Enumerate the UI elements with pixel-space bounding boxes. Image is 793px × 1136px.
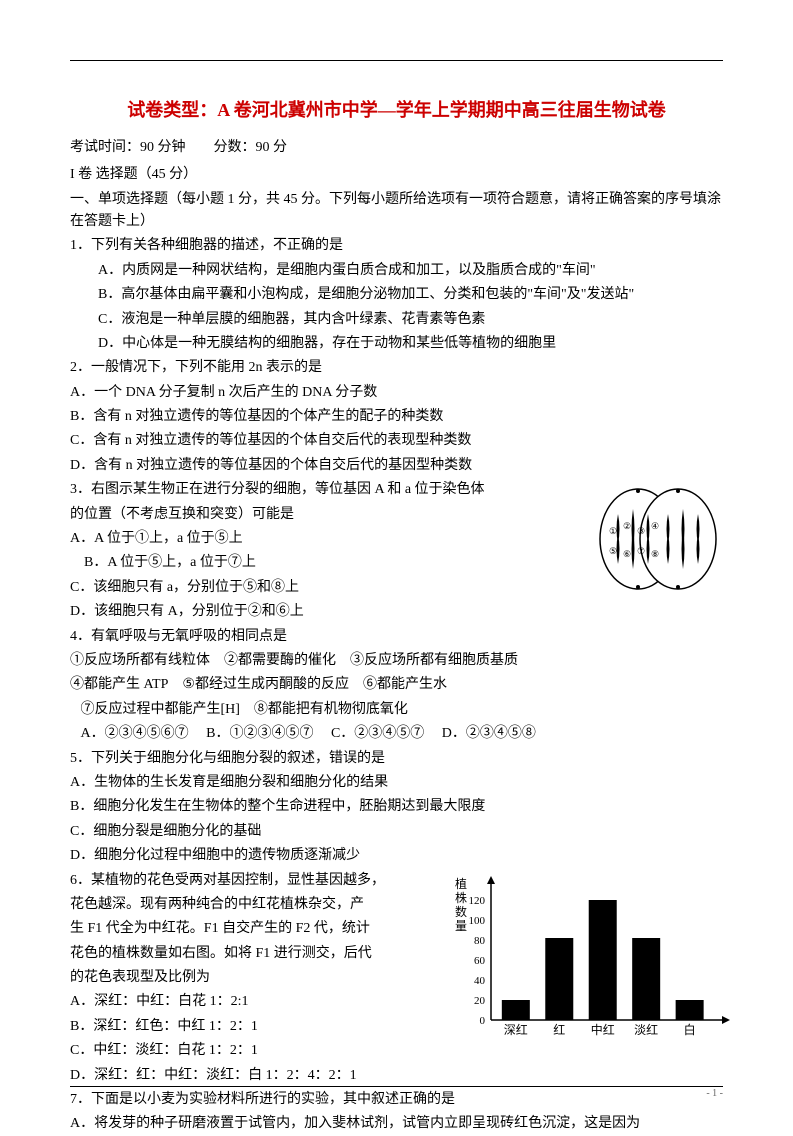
q4-line2: ④都能产生 ATP ⑤都经过生成丙酮酸的反应 ⑥都能产生水	[70, 674, 723, 696]
q3-option-c: C．该细胞只有 a，分别位于⑤和⑧上	[70, 577, 583, 599]
exam-info: 考试时间：90 分钟 分数：90 分	[70, 137, 723, 159]
svg-text:中红: 中红	[591, 1022, 615, 1037]
q6-option-a: A．深红：中红：白花 1：2:1	[70, 991, 423, 1013]
q2-option-a: A．一个 DNA 分子复制 n 次后产生的 DNA 分子数	[70, 382, 723, 404]
instruction: 一、单项选择题（每小题 1 分，共 45 分。下列每小题所给选项有一项符合题意，…	[70, 189, 723, 234]
q3-option-b: B．A 位于⑤上，a 位于⑦上	[70, 552, 583, 574]
q7-stem: 7．下面是以小麦为实验材料所进行的实验，其中叙述正确的是	[70, 1089, 723, 1111]
q5-option-b: B．细胞分化发生在生物体的整个生命进程中，胚胎期达到最大限度	[70, 796, 723, 818]
svg-text:②: ②	[623, 521, 631, 531]
svg-text:深红: 深红	[504, 1022, 528, 1037]
svg-text:量: 量	[455, 919, 467, 933]
svg-text:白: 白	[684, 1022, 696, 1037]
svg-text:120: 120	[469, 895, 486, 907]
svg-text:淡红: 淡红	[634, 1022, 658, 1037]
footer-rule	[70, 1086, 723, 1087]
q5-option-d: D．细胞分化过程中细胞中的遗传物质逐渐减少	[70, 845, 723, 867]
q5-option-c: C．细胞分裂是细胞分化的基础	[70, 821, 723, 843]
svg-text:⑦: ⑦	[637, 546, 645, 556]
svg-text:①: ①	[609, 526, 617, 536]
q1-option-b: B．高尔基体由扁平囊和小泡构成，是细胞分泌物加工、分类和包装的"车间"及"发送站…	[70, 284, 723, 306]
svg-text:植: 植	[455, 876, 467, 891]
svg-text:0: 0	[480, 1015, 486, 1027]
exam-title: 试卷类型：A 卷河北冀州市中学—学年上学期期中高三往届生物试卷	[70, 96, 723, 125]
svg-text:80: 80	[474, 935, 486, 947]
q4-options: A．②③④⑤⑥⑦ B．①②③④⑤⑦ C．②③④⑤⑦ D．②③④⑤⑧	[70, 723, 723, 745]
q7-option-a: A．将发芽的种子研磨液置于试管内，加入斐林试剂，试管内立即呈现砖红色沉淀，这是因…	[70, 1113, 723, 1135]
svg-text:数: 数	[455, 904, 467, 919]
q6-option-b: B．深红：红色：中红 1：2：1	[70, 1016, 423, 1038]
q6-option-c: C．中红：淡红：白花 1：2：1	[70, 1040, 423, 1062]
q3-stem-2: 的位置（不考虑互换和突变）可能是	[70, 504, 583, 526]
q1-stem: 1．下列有关各种细胞器的描述，不正确的是	[70, 235, 723, 257]
q5-stem: 5．下列关于细胞分化与细胞分裂的叙述，错误的是	[70, 748, 723, 770]
q2-option-c: C．含有 n 对独立遗传的等位基因的个体自交后代的表现型种类数	[70, 430, 723, 452]
svg-text:40: 40	[474, 975, 486, 987]
q3-stem-1: 3．右图示某生物正在进行分裂的细胞，等位基因 A 和 a 位于染色体	[70, 479, 583, 501]
q6-stem-2: 花色越深。现有两种纯合的中红花植株杂交，产	[70, 894, 423, 916]
svg-text:100: 100	[469, 915, 486, 927]
cell-division-diagram: ① ② ③ ④ ⑤ ⑥ ⑦ ⑧	[593, 479, 723, 599]
q2-option-d: D．含有 n 对独立遗传的等位基因的个体自交后代的基因型种类数	[70, 455, 723, 477]
svg-text:⑧: ⑧	[651, 549, 659, 559]
svg-text:④: ④	[651, 521, 659, 531]
q6-stem-3: 生 F1 代全为中红花。F1 自交产生的 F2 代，统计	[70, 918, 423, 940]
q1-option-a: A．内质网是一种网状结构，是细胞内蛋白质合成和加工，以及脂质合成的"车间"	[70, 260, 723, 282]
header-rule	[70, 60, 723, 61]
svg-text:株: 株	[455, 890, 467, 905]
svg-text:⑤: ⑤	[609, 546, 617, 556]
q2-option-b: B．含有 n 对独立遗传的等位基因的个体产生的配子的种类数	[70, 406, 723, 428]
q3-option-a: A．A 位于①上，a 位于⑤上	[70, 528, 583, 550]
svg-text:红: 红	[553, 1022, 565, 1037]
q6-stem-5: 的花色表现型及比例为	[70, 967, 423, 989]
svg-text:60: 60	[474, 955, 486, 967]
svg-text:20: 20	[474, 995, 486, 1007]
q2-stem: 2．一般情况下，下列不能用 2n 表示的是	[70, 357, 723, 379]
svg-text:③: ③	[637, 526, 645, 536]
q6-option-d: D．深红：红：中红：淡红：白 1：2：4：2：1	[70, 1065, 423, 1087]
q1-option-d: D．中心体是一种无膜结构的细胞器，存在于动物和某些低等植物的细胞里	[70, 333, 723, 355]
section-1-label: I 卷 选择题（45 分）	[70, 164, 723, 186]
q3-wrap: ① ② ③ ④ ⑤ ⑥ ⑦ ⑧ 3．右图示某生物正在进行分裂的细胞，等位基因 A…	[70, 479, 723, 623]
svg-text:⑥: ⑥	[623, 549, 631, 559]
q5-option-a: A．生物体的生长发育是细胞分裂和细胞分化的结果	[70, 772, 723, 794]
q1-option-c: C．液泡是一种单层膜的细胞器，其内含叶绿素、花青素等色素	[70, 309, 723, 331]
q6-stem-1: 6．某植物的花色受两对基因控制，显性基因越多，	[70, 870, 423, 892]
q6-wrap: 植株数量 0 20 40 60 80 100 120 深红 红 中红 淡红 白 6．某植物的花色受两对基…	[70, 870, 723, 1088]
plant-count-bar-chart: 植株数量 0 20 40 60 80 100 120 深红 红 中红 淡红 白	[443, 870, 733, 1040]
q6-stem-4: 花色的植株数量如右图。如将 F1 进行测交，后代	[70, 943, 423, 965]
q4-stem: 4．有氧呼吸与无氧呼吸的相同点是	[70, 626, 723, 648]
q4-line3: ⑦反应过程中都能产生[H] ⑧都能把有机物彻底氧化	[70, 699, 723, 721]
q3-option-d: D．该细胞只有 A，分别位于②和⑥上	[70, 601, 583, 623]
q4-line1: ①反应场所都有线粒体 ②都需要酶的催化 ③反应场所都有细胞质基质	[70, 650, 723, 672]
page-number: - 1 -	[706, 1086, 723, 1102]
